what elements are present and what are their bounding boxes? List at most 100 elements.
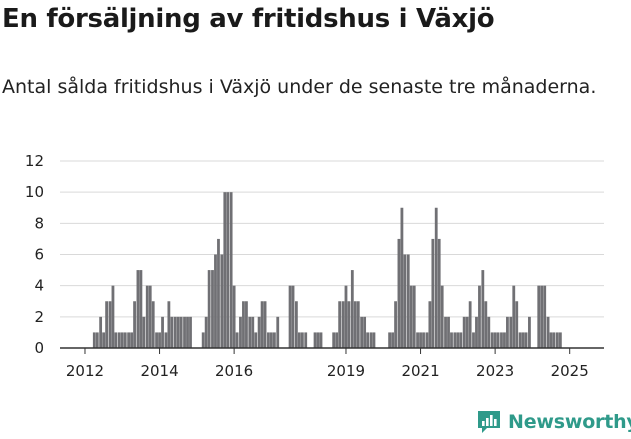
bar bbox=[245, 301, 248, 348]
bar bbox=[173, 316, 177, 348]
bar bbox=[338, 301, 342, 348]
bar bbox=[95, 332, 99, 348]
x-tick-label: 2025 bbox=[551, 362, 589, 380]
bar bbox=[179, 316, 183, 348]
bar bbox=[223, 192, 227, 348]
bar bbox=[409, 285, 413, 348]
x-tick-label: 2019 bbox=[327, 362, 365, 380]
bar bbox=[189, 316, 192, 348]
bar bbox=[251, 316, 255, 348]
bar bbox=[316, 332, 320, 348]
bar bbox=[183, 316, 186, 348]
bar bbox=[123, 332, 127, 348]
bar bbox=[360, 316, 364, 348]
bar bbox=[422, 332, 425, 348]
bar bbox=[242, 301, 245, 348]
bar bbox=[92, 332, 96, 348]
bar bbox=[496, 332, 500, 348]
bar bbox=[201, 332, 205, 348]
bar bbox=[335, 332, 339, 348]
bar bbox=[226, 192, 230, 348]
bar bbox=[145, 285, 149, 348]
bar bbox=[304, 332, 308, 348]
bar bbox=[148, 285, 152, 348]
bar bbox=[161, 316, 164, 348]
bar bbox=[186, 316, 189, 348]
bar bbox=[319, 332, 323, 348]
bar bbox=[524, 332, 528, 348]
bar bbox=[136, 270, 140, 348]
bar bbox=[394, 301, 397, 348]
bar bbox=[214, 254, 217, 348]
bar bbox=[419, 332, 422, 348]
bar bbox=[356, 301, 360, 348]
bar bbox=[313, 332, 317, 348]
y-tick-label: 2 bbox=[34, 308, 44, 326]
bar bbox=[263, 301, 267, 348]
bar bbox=[151, 301, 155, 348]
newsworthy-logo-icon bbox=[478, 411, 500, 433]
bar bbox=[105, 301, 109, 348]
bar bbox=[207, 270, 211, 348]
bar bbox=[478, 285, 481, 348]
bar bbox=[291, 285, 295, 348]
x-tick-label: 2021 bbox=[401, 362, 439, 380]
bar bbox=[447, 316, 450, 348]
bar bbox=[235, 332, 239, 348]
bar bbox=[204, 316, 208, 348]
bar bbox=[332, 332, 336, 348]
bar bbox=[459, 332, 463, 348]
bar bbox=[170, 316, 174, 348]
bar bbox=[158, 332, 161, 348]
y-tick-label: 12 bbox=[25, 152, 44, 170]
bar bbox=[400, 207, 404, 348]
bar bbox=[515, 301, 519, 348]
bar bbox=[164, 332, 168, 348]
x-tick-label: 2023 bbox=[476, 362, 514, 380]
bar bbox=[288, 285, 292, 348]
bar bbox=[518, 332, 522, 348]
bar bbox=[273, 332, 276, 348]
bar bbox=[428, 301, 432, 348]
chart-subtitle: Antal sålda fritidshus i Växjö under de … bbox=[2, 76, 597, 98]
bar bbox=[416, 332, 419, 348]
bar bbox=[111, 285, 115, 348]
bar bbox=[388, 332, 392, 348]
bar bbox=[493, 332, 497, 348]
bar bbox=[555, 332, 559, 348]
bar bbox=[472, 332, 475, 348]
bar bbox=[139, 270, 143, 348]
bar bbox=[117, 332, 121, 348]
bar bbox=[297, 332, 301, 348]
bar bbox=[503, 332, 506, 348]
bar bbox=[127, 332, 131, 348]
bar bbox=[425, 332, 429, 348]
bar bbox=[248, 316, 252, 348]
y-tick-label: 0 bbox=[34, 339, 44, 357]
bar bbox=[440, 285, 444, 348]
bar bbox=[155, 332, 158, 348]
bar bbox=[276, 316, 280, 348]
bar bbox=[475, 316, 478, 348]
bar bbox=[431, 238, 435, 348]
bar bbox=[546, 316, 550, 348]
bar bbox=[267, 332, 270, 348]
bar bbox=[344, 285, 348, 348]
bar bbox=[353, 301, 357, 348]
bar bbox=[484, 301, 488, 348]
chart-title: En försäljning av fritidshus i Växjö bbox=[2, 4, 495, 34]
bar bbox=[406, 254, 410, 348]
bar bbox=[537, 285, 541, 348]
bar bbox=[450, 332, 453, 348]
bar bbox=[549, 332, 553, 348]
bar bbox=[487, 316, 491, 348]
bar bbox=[366, 332, 370, 348]
bar bbox=[130, 332, 133, 348]
bar bbox=[512, 285, 516, 348]
bar bbox=[257, 316, 261, 348]
bar bbox=[412, 285, 416, 348]
bar bbox=[397, 238, 401, 348]
bar bbox=[490, 332, 494, 348]
bar bbox=[232, 285, 236, 348]
brand-logo[interactable]: Newsworthy bbox=[476, 407, 631, 437]
